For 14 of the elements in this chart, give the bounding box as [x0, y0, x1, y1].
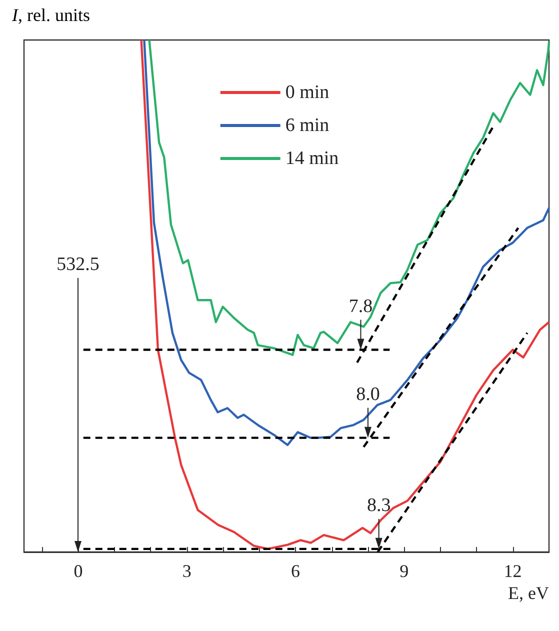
annotation: 532.5 — [56, 254, 100, 275]
x-tick-label: 0 — [74, 561, 83, 581]
annotation: 8.3 — [366, 494, 391, 516]
x-axis-title: E, eV — [508, 583, 549, 603]
legend-label: 0 min — [285, 82, 330, 103]
annotation: 8.0 — [356, 384, 380, 405]
x-tick-label: 6 — [291, 561, 300, 581]
annotation: 7.8 — [348, 296, 373, 317]
legend-label: 14 min — [285, 148, 340, 169]
y-axis-title: I, rel. units — [11, 5, 90, 25]
legend-label: 6 min — [285, 115, 330, 136]
x-tick-label: 12 — [504, 561, 522, 581]
x-tick-label: 9 — [400, 561, 409, 581]
x-tick-label: 3 — [182, 561, 192, 581]
